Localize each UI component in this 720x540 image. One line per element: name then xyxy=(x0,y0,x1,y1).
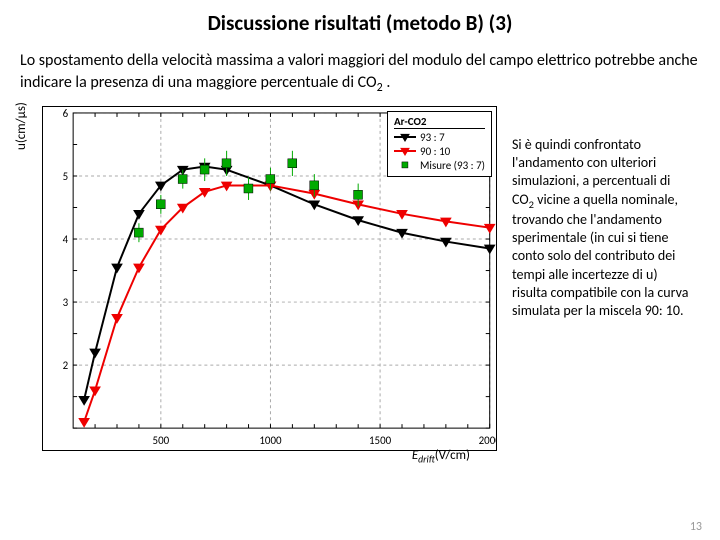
svg-text:1500: 1500 xyxy=(369,434,392,447)
svg-text:2000: 2000 xyxy=(479,434,496,447)
legend-row: 90 : 10 xyxy=(394,145,485,158)
legend: Ar-CO2 93 : 790 : 10Misure (93 : 7) xyxy=(387,111,492,177)
svg-text:3: 3 xyxy=(63,296,69,309)
page-number: 13 xyxy=(690,520,702,534)
legend-row: 93 : 7 xyxy=(394,131,485,144)
svg-text:6: 6 xyxy=(63,107,69,120)
svg-text:500: 500 xyxy=(153,434,170,447)
svg-text:5: 5 xyxy=(63,170,69,183)
y-axis-label: u(cm/μs) xyxy=(14,102,29,150)
legend-row: Misure (93 : 7) xyxy=(394,159,485,172)
intro-text: Lo spostamento della velocità massima a … xyxy=(20,50,700,96)
chart-plot: 500 1000 1500 2000 2 3 4 5 6 Ar-CO2 93 : 790 : 1… xyxy=(42,106,497,451)
legend-title: Ar-CO2 xyxy=(394,115,485,129)
side-text: Si è quindi confrontato l'andamento con … xyxy=(512,106,692,466)
svg-text:4: 4 xyxy=(63,233,69,246)
svg-text:2: 2 xyxy=(63,359,69,372)
page-title: Discussione risultati (metodo B) (3) xyxy=(20,10,700,36)
svg-text:1000: 1000 xyxy=(259,434,282,447)
chart-container: u(cm/μs) 50010001500200023456 Ar-CO2 93 … xyxy=(20,106,500,466)
x-axis-label: Edrift(V/cm) xyxy=(412,448,470,466)
